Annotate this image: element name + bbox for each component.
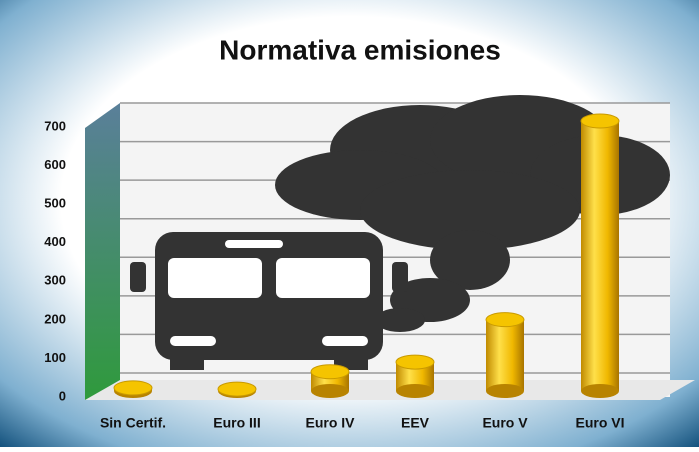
y-tick-label: 0 (59, 388, 66, 403)
bar-base (311, 384, 349, 398)
bar-base (581, 384, 619, 398)
bar-top (580, 113, 620, 129)
x-tick-label: Euro VI (575, 415, 624, 431)
bar-top (217, 381, 257, 397)
smoke (275, 95, 670, 332)
bar-top (113, 380, 153, 396)
bar (581, 121, 619, 391)
y-tick-label: 100 (44, 350, 66, 365)
bar-top (310, 364, 350, 380)
chart-title: Normativa emisiones (219, 34, 501, 65)
bar-base (396, 384, 434, 398)
y-tick-label: 300 (44, 273, 66, 288)
bar-base (486, 384, 524, 398)
x-tick-label: Euro IV (305, 415, 355, 431)
bus (130, 232, 408, 370)
x-tick-label: Sin Certif. (100, 415, 166, 431)
y-tick-label: 700 (44, 118, 66, 133)
x-tick-label: EEV (401, 415, 430, 431)
y-tick-label: 200 (44, 311, 66, 326)
y-tick-label: 600 (44, 157, 66, 172)
y-tick-label: 400 (44, 234, 66, 249)
left-wall (85, 103, 120, 400)
bar (486, 319, 524, 391)
bar-top (395, 354, 435, 370)
bar-top (485, 312, 525, 328)
x-tick-label: Euro V (482, 415, 528, 431)
x-tick-label: Euro III (213, 415, 260, 431)
y-tick-label: 500 (44, 196, 66, 211)
